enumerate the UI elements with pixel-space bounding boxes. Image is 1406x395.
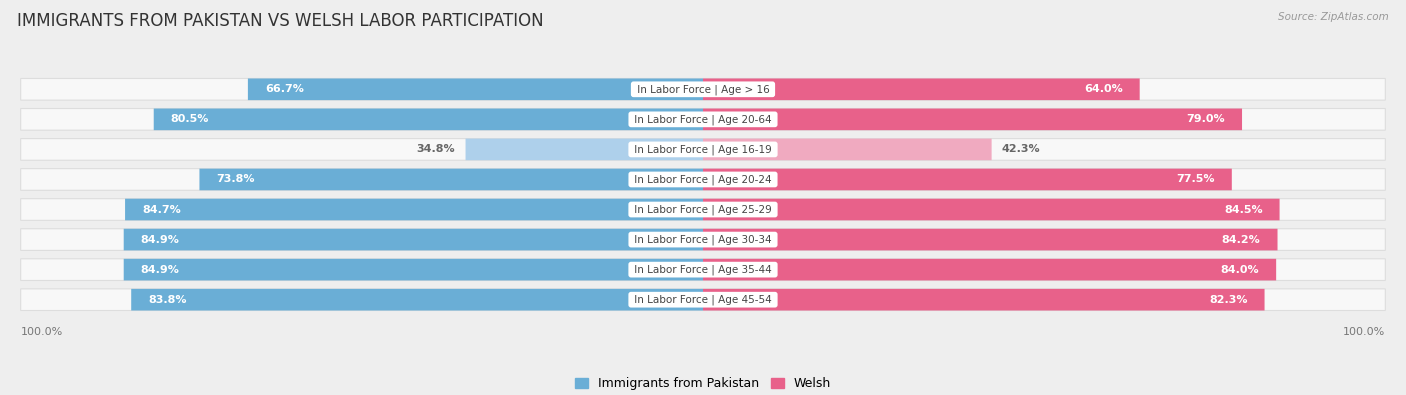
Text: 42.3%: 42.3%	[1002, 145, 1040, 154]
FancyBboxPatch shape	[153, 109, 703, 130]
Text: 77.5%: 77.5%	[1177, 175, 1215, 184]
Text: 34.8%: 34.8%	[416, 145, 456, 154]
FancyBboxPatch shape	[21, 199, 1385, 220]
FancyBboxPatch shape	[703, 199, 1279, 220]
FancyBboxPatch shape	[21, 139, 1385, 160]
Text: 79.0%: 79.0%	[1187, 115, 1225, 124]
Text: 83.8%: 83.8%	[148, 295, 187, 305]
FancyBboxPatch shape	[131, 289, 703, 310]
Text: 64.0%: 64.0%	[1084, 84, 1122, 94]
FancyBboxPatch shape	[703, 139, 991, 160]
Text: 84.9%: 84.9%	[141, 265, 180, 275]
FancyBboxPatch shape	[703, 229, 1278, 250]
Text: 80.5%: 80.5%	[170, 115, 209, 124]
Text: In Labor Force | Age 20-64: In Labor Force | Age 20-64	[631, 114, 775, 124]
Text: In Labor Force | Age 25-29: In Labor Force | Age 25-29	[631, 204, 775, 215]
Text: In Labor Force | Age > 16: In Labor Force | Age > 16	[634, 84, 772, 94]
Text: IMMIGRANTS FROM PAKISTAN VS WELSH LABOR PARTICIPATION: IMMIGRANTS FROM PAKISTAN VS WELSH LABOR …	[17, 12, 544, 30]
FancyBboxPatch shape	[21, 259, 1385, 280]
FancyBboxPatch shape	[125, 199, 703, 220]
Text: 84.0%: 84.0%	[1220, 265, 1260, 275]
FancyBboxPatch shape	[703, 289, 1264, 310]
FancyBboxPatch shape	[21, 169, 1385, 190]
Legend: Immigrants from Pakistan, Welsh: Immigrants from Pakistan, Welsh	[575, 377, 831, 390]
Text: In Labor Force | Age 30-34: In Labor Force | Age 30-34	[631, 234, 775, 245]
Text: 100.0%: 100.0%	[1343, 327, 1385, 337]
FancyBboxPatch shape	[21, 289, 1385, 310]
FancyBboxPatch shape	[124, 229, 703, 250]
Text: 73.8%: 73.8%	[217, 175, 254, 184]
Text: 66.7%: 66.7%	[264, 84, 304, 94]
Text: 84.7%: 84.7%	[142, 205, 181, 214]
FancyBboxPatch shape	[21, 79, 1385, 100]
FancyBboxPatch shape	[703, 109, 1241, 130]
FancyBboxPatch shape	[200, 169, 703, 190]
Text: 100.0%: 100.0%	[21, 327, 63, 337]
Text: 82.3%: 82.3%	[1209, 295, 1247, 305]
Text: Source: ZipAtlas.com: Source: ZipAtlas.com	[1278, 12, 1389, 22]
FancyBboxPatch shape	[703, 169, 1232, 190]
FancyBboxPatch shape	[124, 259, 703, 280]
FancyBboxPatch shape	[703, 79, 1140, 100]
FancyBboxPatch shape	[703, 259, 1277, 280]
FancyBboxPatch shape	[247, 79, 703, 100]
FancyBboxPatch shape	[21, 229, 1385, 250]
Text: 84.9%: 84.9%	[141, 235, 180, 245]
Text: In Labor Force | Age 35-44: In Labor Force | Age 35-44	[631, 264, 775, 275]
Text: 84.2%: 84.2%	[1222, 235, 1260, 245]
Text: In Labor Force | Age 45-54: In Labor Force | Age 45-54	[631, 294, 775, 305]
Text: In Labor Force | Age 20-24: In Labor Force | Age 20-24	[631, 174, 775, 185]
Text: In Labor Force | Age 16-19: In Labor Force | Age 16-19	[631, 144, 775, 155]
FancyBboxPatch shape	[465, 139, 703, 160]
Text: 84.5%: 84.5%	[1223, 205, 1263, 214]
FancyBboxPatch shape	[21, 109, 1385, 130]
